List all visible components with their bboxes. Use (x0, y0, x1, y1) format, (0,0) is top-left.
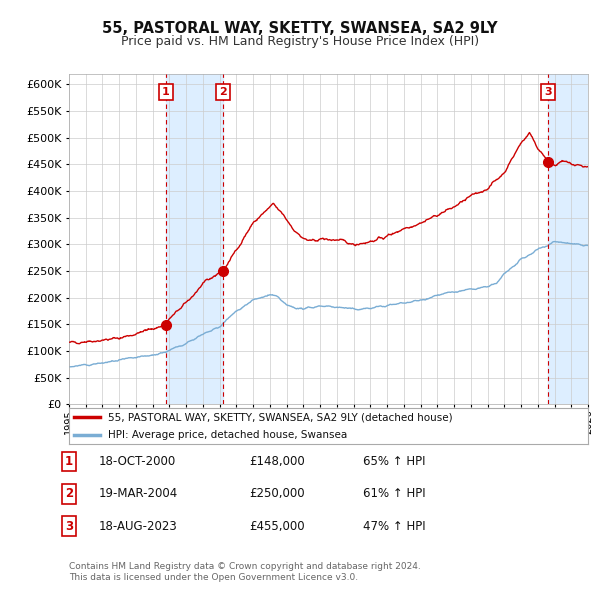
Text: 3: 3 (65, 520, 73, 533)
Text: 18-AUG-2023: 18-AUG-2023 (99, 520, 178, 533)
Bar (548, 74, 588, 404)
Bar (166, 74, 223, 404)
Text: £455,000: £455,000 (249, 520, 305, 533)
Text: 61% ↑ HPI: 61% ↑ HPI (363, 487, 425, 500)
Text: 65% ↑ HPI: 65% ↑ HPI (363, 455, 425, 468)
Text: 55, PASTORAL WAY, SKETTY, SWANSEA, SA2 9LY (detached house): 55, PASTORAL WAY, SKETTY, SWANSEA, SA2 9… (108, 412, 452, 422)
Text: 19-MAR-2004: 19-MAR-2004 (99, 487, 178, 500)
Text: 18-OCT-2000: 18-OCT-2000 (99, 455, 176, 468)
Text: 47% ↑ HPI: 47% ↑ HPI (363, 520, 425, 533)
Text: 2: 2 (65, 487, 73, 500)
Text: 2: 2 (220, 87, 227, 97)
Text: 55, PASTORAL WAY, SKETTY, SWANSEA, SA2 9LY: 55, PASTORAL WAY, SKETTY, SWANSEA, SA2 9… (102, 21, 498, 35)
Text: £148,000: £148,000 (249, 455, 305, 468)
Text: HPI: Average price, detached house, Swansea: HPI: Average price, detached house, Swan… (108, 430, 347, 440)
Text: 1: 1 (162, 87, 170, 97)
Text: Price paid vs. HM Land Registry's House Price Index (HPI): Price paid vs. HM Land Registry's House … (121, 35, 479, 48)
Text: 3: 3 (544, 87, 552, 97)
Text: £250,000: £250,000 (249, 487, 305, 500)
Text: 1: 1 (65, 455, 73, 468)
Text: Contains HM Land Registry data © Crown copyright and database right 2024.
This d: Contains HM Land Registry data © Crown c… (69, 562, 421, 582)
